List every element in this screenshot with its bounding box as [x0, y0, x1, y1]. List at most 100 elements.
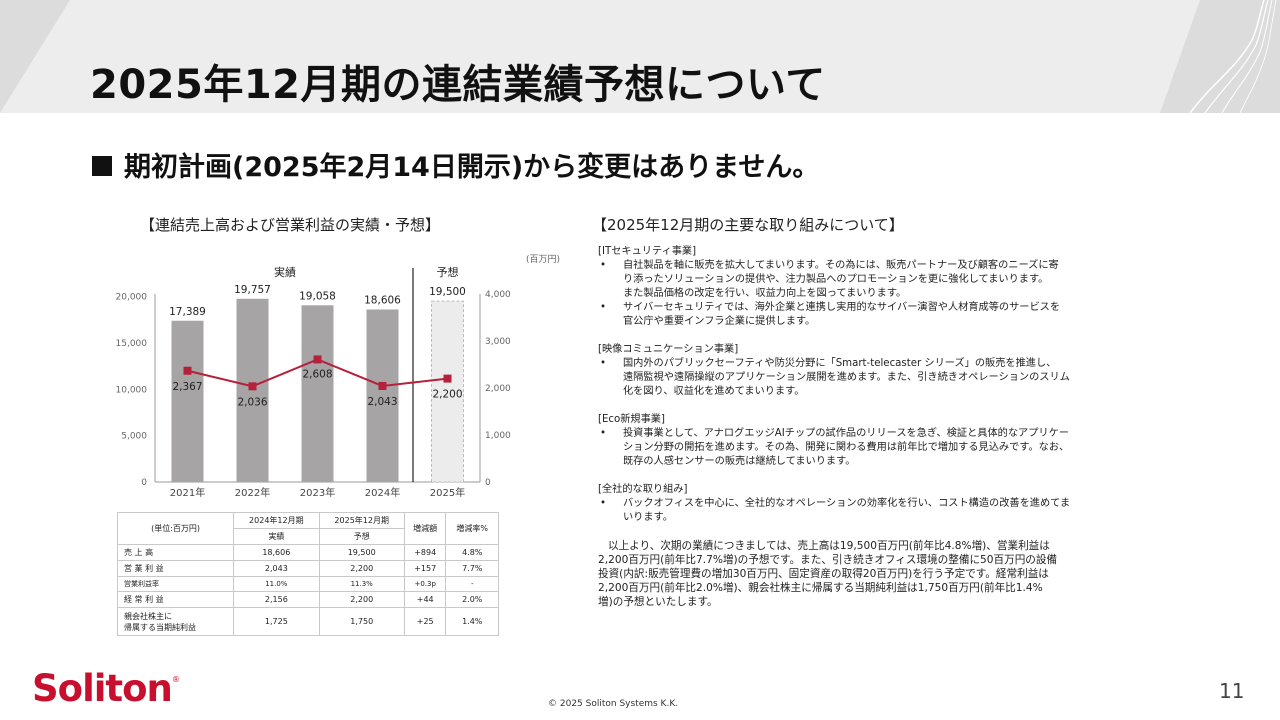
- table-cell: 1.4%: [445, 607, 499, 636]
- table-row: 営 業 利 益 2,043 2,200 +157 7.7%: [116, 560, 499, 577]
- bullet-line: いります。: [623, 512, 673, 523]
- page-title: 2025年12月期の連結業績予想について: [90, 62, 826, 108]
- chart-unit: (百万円): [526, 255, 561, 265]
- table-cell: 4.8%: [445, 544, 499, 561]
- group-label-forecast: 予想: [437, 265, 459, 279]
- bullet-line: 遠隔監視や遠隔操縦のアプリケーション展開を進めます。また、引き続きオペレーション…: [623, 372, 1070, 383]
- y-left-tick-label: 15,000: [116, 339, 148, 349]
- table-cell: 11.3%: [318, 576, 405, 592]
- table-cell: 親会社株主に 帰属する当期純利益: [116, 607, 235, 636]
- table-cell: +894: [403, 544, 447, 561]
- bullet-line: ション分野の開拓を進めます。その為、開発に関わる費用は前年比で増加する見込みです…: [623, 442, 1070, 453]
- table-cell: 2,156: [233, 591, 320, 608]
- table-cell: 7.7%: [445, 560, 499, 577]
- x-tick-label: 2021年: [170, 486, 205, 499]
- table-header-2025: 2025年12月期: [318, 512, 405, 529]
- bullet-dot-icon: •: [600, 498, 607, 509]
- sales-bar: [171, 320, 204, 482]
- bullet-dot-icon: •: [600, 302, 607, 313]
- x-tick-label: 2023年: [300, 486, 335, 499]
- bullet-item: • サイバーセキュリティでは、海外企業と連携し実用的なサイバー演習や人材育成等のサ…: [598, 301, 1138, 329]
- bullet-line: 化を図り、収益化を進めてまいります。: [623, 386, 805, 397]
- chart-title: 【連結売上高および営業利益の実績・予想】: [140, 216, 441, 234]
- table-cell: +25: [403, 607, 447, 636]
- y-right-tick-label: 2,000: [485, 384, 511, 394]
- y-left-tick-label: 10,000: [116, 385, 148, 395]
- x-tick-label: 2025年: [430, 486, 465, 499]
- group-label-actual: 実績: [274, 265, 296, 279]
- table-header-unit: (単位:百万円): [116, 512, 235, 545]
- summary-line: 増)の予想といたします。: [598, 596, 718, 608]
- table-cell: 18,606: [233, 544, 320, 561]
- table-header-diff: 増減額: [403, 512, 447, 545]
- op-profit-point: [313, 355, 322, 364]
- initiative-section: [Eco新規事業] • 投資事業として、アナログエッジAIチップの試作品のリリースを…: [598, 413, 1138, 469]
- header-wave-decoration: [1160, 0, 1280, 113]
- table-cell-line: 親会社株主に: [124, 611, 172, 621]
- sales-bar: [366, 309, 399, 482]
- table-header-2024: 2024年12月期: [233, 512, 320, 529]
- op-profit-point: [443, 374, 452, 383]
- op-profit-point: [248, 382, 257, 391]
- bullet-line: 官公庁や重要インフラ企業に提供します。: [623, 316, 816, 327]
- op-profit-data-label: 2,367: [172, 381, 202, 393]
- table-header-rate: 増減率%: [445, 512, 499, 545]
- x-tick-label: 2024年: [365, 486, 400, 499]
- table-cell: 1,750: [318, 607, 405, 636]
- initiatives-content: [ITセキュリティ事業] • 自社製品を軸に販売を拡大してまいります。その為には、販…: [598, 245, 1138, 609]
- summary-line: 2,200百万円(前年比7.7%増)の予想です。また、引き続きオフィス環境の整備…: [598, 554, 1058, 566]
- summary-paragraph: 以上より、次期の業績につきましては、売上高は19,500百万円(前年比4.8%増…: [598, 539, 1138, 609]
- header-band: [0, 0, 1280, 113]
- table-cell: 営業利益率: [116, 576, 235, 592]
- op-profit-point: [183, 366, 192, 375]
- logo-registered-mark: ®: [171, 674, 180, 684]
- page-number: 11: [1219, 679, 1245, 703]
- op-profit-data-label: 2,200: [432, 389, 462, 401]
- results-table: (単位:百万円) 2024年12月期 2025年12月期 増減額 増減率% 実績…: [116, 512, 499, 636]
- sales-bar: [301, 305, 334, 482]
- table-cell: 経 常 利 益: [116, 591, 235, 608]
- bullet-dot-icon: •: [600, 428, 607, 439]
- bullet-line: 自社製品を軸に販売を拡大してまいります。その為には、販売パートナー及び顧客のニー…: [623, 260, 1059, 271]
- table-cell: +0.3p: [403, 576, 447, 592]
- table-row: 親会社株主に 帰属する当期純利益 1,725 1,750 +25 1.4%: [116, 607, 499, 636]
- summary-line: 以上より、次期の業績につきましては、売上高は19,500百万円(前年比4.8%増…: [608, 540, 1050, 552]
- bullet-item: • 投資事業として、アナログエッジAIチップの試作品のリリースを急ぎ、検証と具体的…: [598, 427, 1138, 469]
- sales-data-label: 18,606: [364, 294, 401, 306]
- header-corner-decoration: [0, 0, 70, 113]
- y-right-tick-label: 4,000: [485, 290, 511, 300]
- table-subheader-actual: 実績: [233, 528, 320, 545]
- section-heading: [全社的な取り組み]: [598, 484, 688, 495]
- square-bullet-icon: [92, 155, 112, 176]
- logo-text: Soliton: [32, 667, 173, 710]
- table-cell: 2,043: [233, 560, 320, 577]
- section-heading: [映像コミュニケーション事業]: [598, 344, 739, 355]
- sales-op-chart: 0 5,000 10,000 15,000 20,000 0 1,000 2,000 3,000…: [116, 265, 512, 499]
- initiative-section: [ITセキュリティ事業] • 自社製品を軸に販売を拡大してまいります。その為には、販…: [598, 245, 1138, 329]
- y-right-tick-label: 0: [485, 478, 491, 488]
- table-cell: +157: [403, 560, 447, 577]
- copyright: © 2025 Soliton Systems K.K.: [548, 699, 679, 709]
- table-subheader-forecast: 予想: [318, 528, 405, 545]
- sales-data-label: 19,500: [429, 286, 466, 298]
- subtitle: 期初計画(2025年2月14日開示)から変更はありません。: [92, 145, 819, 184]
- table-cell: +44: [403, 591, 447, 608]
- y-left-tick-label: 5,000: [121, 432, 147, 442]
- bullet-line: 国内外のパブリックセーフティや防災分野に「Smart-telecaster シリ…: [623, 358, 1057, 369]
- op-profit-data-label: 2,043: [367, 396, 397, 408]
- table-cell: 19,500: [318, 544, 405, 561]
- table-cell: 11.0%: [233, 576, 320, 592]
- table-cell: 2.0%: [445, 591, 499, 608]
- section-heading: [Eco新規事業]: [598, 414, 665, 425]
- table-row: 経 常 利 益 2,156 2,200 +44 2.0%: [116, 591, 499, 608]
- x-tick-label: 2022年: [235, 486, 270, 499]
- bullet-line: 投資事業として、アナログエッジAIチップの試作品のリリースを急ぎ、検証と具体的な…: [623, 428, 1069, 439]
- soliton-logo: Soliton®: [32, 667, 180, 710]
- results-table-wrap: (単位:百万円) 2024年12月期 2025年12月期 増減額 増減率% 実績…: [116, 512, 499, 636]
- sales-bar: [236, 298, 269, 482]
- table-cell: 1,725: [233, 607, 320, 636]
- bullet-line: また製品価格の改定を行い、収益力向上を図ってまいります。: [623, 288, 907, 299]
- table-cell: 2,200: [318, 591, 405, 608]
- initiative-section: [映像コミュニケーション事業] • 国内外のパブリックセーフティや防災分野に「Sma…: [598, 343, 1138, 399]
- table-cell: -: [445, 576, 499, 592]
